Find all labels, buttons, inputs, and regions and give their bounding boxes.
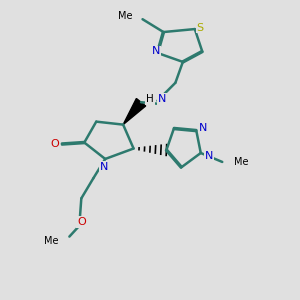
Text: Me: Me bbox=[44, 236, 59, 246]
Text: H: H bbox=[146, 94, 154, 104]
Polygon shape bbox=[123, 98, 146, 124]
Text: O: O bbox=[77, 217, 86, 227]
Text: N: N bbox=[152, 46, 160, 56]
Text: N: N bbox=[199, 123, 207, 133]
Text: N: N bbox=[205, 151, 213, 161]
Text: S: S bbox=[196, 22, 204, 33]
Text: N: N bbox=[158, 94, 166, 104]
Text: Me: Me bbox=[234, 157, 248, 167]
Text: O: O bbox=[50, 139, 59, 149]
Text: N: N bbox=[100, 162, 108, 172]
Text: Me: Me bbox=[118, 11, 132, 21]
